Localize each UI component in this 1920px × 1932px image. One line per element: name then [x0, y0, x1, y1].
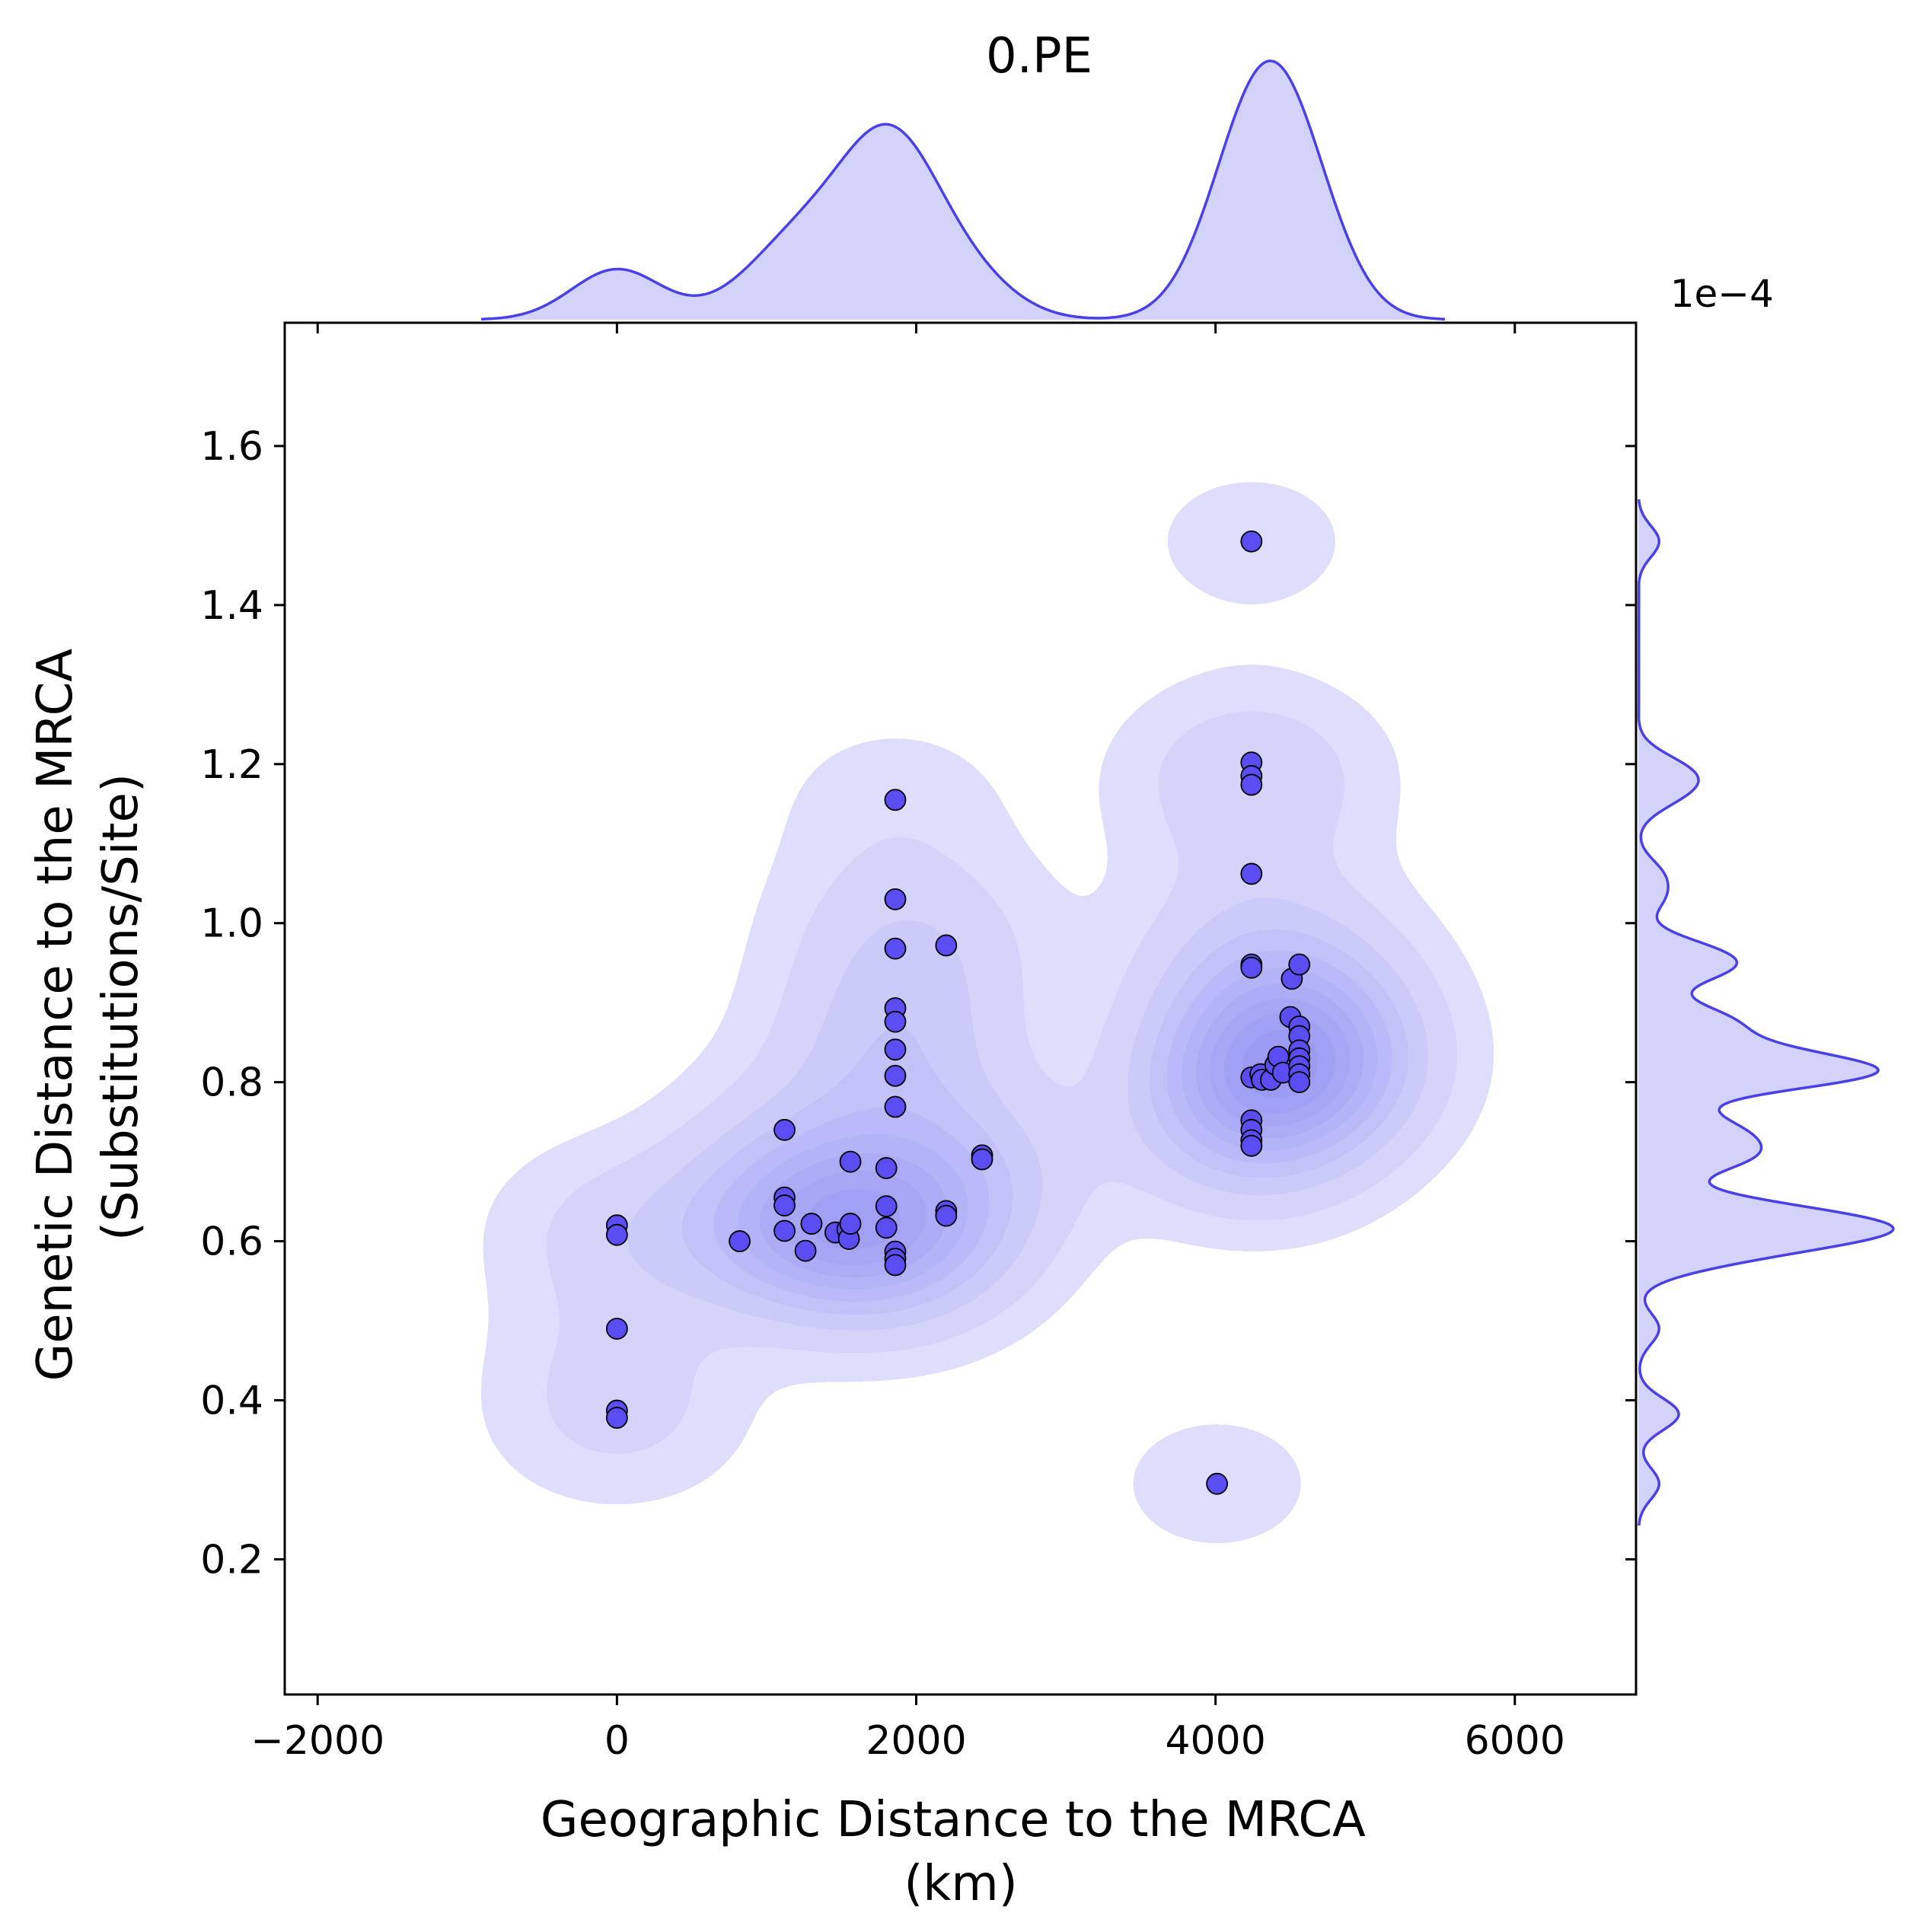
density-contour-level-1	[481, 482, 1494, 1544]
scatter-point	[1288, 953, 1311, 976]
density-contour-level-3	[627, 897, 1429, 1331]
y-marginal-line	[1637, 499, 1895, 1526]
scatter-point	[1240, 862, 1263, 885]
y-marginal-fill	[1638, 499, 1893, 1526]
scatter-point	[884, 1064, 907, 1087]
x-axis-label-line-1: Geographic Distance to the MRCA	[541, 1792, 1366, 1848]
density-contour-level-2	[546, 711, 1458, 1454]
scatter-point	[839, 1213, 862, 1235]
y-offset-label: 1e−4	[1670, 272, 1774, 316]
scatter-point	[729, 1230, 751, 1252]
scatter-point	[884, 937, 907, 960]
y-tick-label: 1.4	[200, 583, 263, 629]
scatter-point	[935, 934, 958, 957]
scatter-point	[875, 1216, 898, 1239]
y-marginal-kde	[1637, 499, 1895, 1526]
scatter-point	[839, 1150, 862, 1173]
scatter-point	[884, 1010, 907, 1033]
y-tick-label: 0.8	[200, 1060, 263, 1106]
scatter-point	[800, 1213, 823, 1235]
axes-frame	[283, 321, 1638, 1696]
scatter-point	[884, 1038, 907, 1061]
x-tick-label: −2000	[250, 1718, 384, 1764]
scatter-point	[605, 1318, 628, 1340]
scatter-point	[1206, 1472, 1229, 1495]
x-marginal-line	[480, 59, 1446, 321]
scatter-point	[884, 1254, 907, 1277]
x-tick-label: 0	[604, 1718, 630, 1764]
x-tick-label: 2000	[866, 1718, 966, 1764]
y-axis-label-line-2: (Substitutions/Site)	[93, 773, 149, 1241]
y-tick-label: 1.0	[200, 901, 263, 947]
scatter-point	[884, 1095, 907, 1118]
x-marginal-kde	[480, 59, 1446, 321]
x-tick-label: 4000	[1165, 1718, 1265, 1764]
x-axis-ticks: −2000 0 2000 4000 6000	[250, 323, 1565, 1764]
scatter-point	[884, 888, 907, 910]
scatter-point	[773, 1219, 796, 1242]
x-tick-label: 6000	[1465, 1718, 1565, 1764]
y-tick-label: 0.4	[200, 1378, 263, 1423]
scatter-point	[884, 789, 907, 811]
y-axis-ticks: 0.2 0.4 0.6 0.8 1.0 1.2 1.4 1.6	[200, 424, 1636, 1583]
density-contour-level-6	[738, 968, 1378, 1290]
y-tick-label: 1.6	[200, 424, 263, 470]
x-marginal-fill	[481, 61, 1445, 320]
main-axes: −2000 0 2000 4000 6000 0.2 0.4 0.6 0.8 1.0 1.2 1.4…	[200, 321, 1638, 1764]
y-tick-label: 0.2	[200, 1537, 263, 1583]
density-contour-level-4	[681, 929, 1408, 1315]
density-contour-level-7	[759, 983, 1364, 1278]
y-tick-label: 1.2	[200, 742, 263, 788]
scatter-point	[875, 1157, 898, 1179]
y-tick-label: 0.6	[200, 1219, 263, 1265]
scatter-point	[1288, 1071, 1311, 1094]
scatter-points	[605, 530, 1311, 1495]
scatter-point	[1240, 956, 1263, 979]
y-axis-label: Genetic Distance to the MRCA (Substituti…	[27, 633, 149, 1382]
scatter-point	[773, 1194, 796, 1216]
scatter-point	[1240, 1134, 1263, 1157]
scatter-point	[875, 1195, 898, 1217]
scatter-point	[605, 1407, 628, 1429]
chart-title: 0.PE	[986, 28, 1092, 84]
scatter-point	[1240, 530, 1263, 553]
scatter-point	[773, 1118, 796, 1141]
scatter-point	[971, 1148, 993, 1171]
scatter-point	[935, 1204, 958, 1227]
x-axis-label: Geographic Distance to the MRCA (km)	[541, 1792, 1381, 1912]
scatter-point	[1240, 773, 1263, 796]
scatter-point	[794, 1239, 817, 1262]
density-contours	[481, 482, 1494, 1544]
scatter-point	[605, 1223, 628, 1246]
x-axis-label-line-2: (km)	[904, 1856, 1017, 1912]
y-axis-label-line-1: Genetic Distance to the MRCA	[27, 649, 84, 1382]
